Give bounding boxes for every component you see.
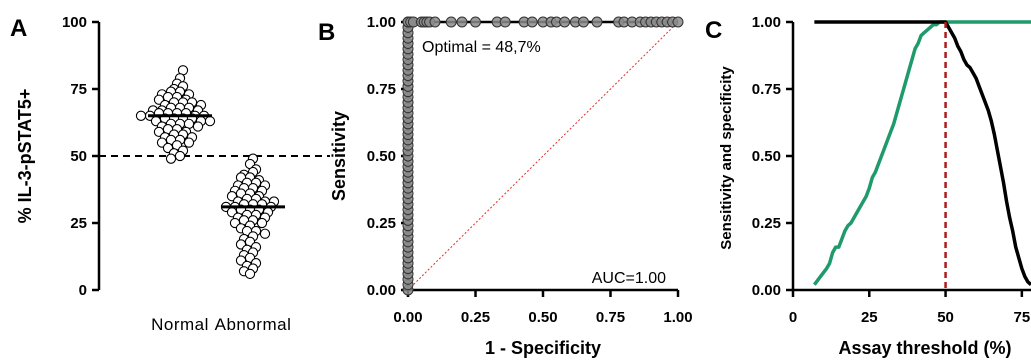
y-tick-label: 0.50 [752, 148, 781, 165]
y-tick-label: 0.25 [752, 215, 781, 232]
data-point [204, 116, 216, 127]
y-tick-label: 50 [70, 148, 87, 165]
y-axis-title: Sensitivity [329, 111, 349, 201]
data-point [244, 268, 256, 280]
data-point [256, 217, 268, 229]
x-tick-label: 0.25 [461, 309, 490, 326]
roc-point [499, 16, 511, 28]
roc-point [429, 16, 441, 28]
panel-letter-a: A [10, 15, 27, 42]
x-tick-label: 50 [937, 309, 954, 326]
panel-c: C 0.00 0.25 0.50 0.75 1.00 0 25 50 75 Sensitivity … [705, 14, 1031, 358]
category-label: Abnormal [215, 315, 292, 334]
y-tick-label: 0.50 [367, 148, 396, 165]
y-tick-label: 0 [79, 282, 87, 299]
y-tick-label: 100 [62, 14, 87, 31]
data-point [165, 153, 177, 164]
reference-diagonal [407, 21, 679, 291]
y-tick-label: 25 [70, 215, 87, 232]
roc-point [526, 16, 538, 28]
y-axis-title: Sensitivity and specificity [718, 66, 735, 250]
roc-point [672, 16, 684, 28]
data-point [192, 121, 204, 132]
y-axis-title: % IL-3-pSTAT5+ [15, 89, 35, 224]
y-tick-label: 1.00 [367, 14, 396, 31]
roc-point [591, 16, 603, 28]
data-point [183, 137, 195, 148]
auc-annotation: AUC=1.00 [592, 270, 666, 287]
panel-a: A 0 25 50 75 100 % IL-3-pSTAT5+ Normal Abnormal [10, 14, 330, 334]
specificity-curve [814, 20, 1031, 286]
optimal-annotation: Optimal = 48,7% [422, 39, 541, 56]
data-point [135, 110, 147, 121]
x-axis-title: Assay threshold (%) [838, 338, 1011, 358]
x-tick-label: 25 [861, 309, 878, 326]
roc-point [456, 16, 468, 28]
data-point [174, 150, 186, 162]
roc-point [470, 16, 481, 28]
x-tick-label: 0.75 [596, 309, 625, 326]
y-tick-label: 0.00 [367, 282, 396, 299]
panel-b: B 0.00 0.25 0.50 0.75 1.00 0.00 0.25 0.50 0.75 1.0… [318, 14, 693, 358]
y-tick-label: 0.75 [752, 81, 781, 98]
x-tick-label: 1.00 [663, 309, 692, 326]
roc-point [559, 16, 571, 28]
x-tick-label: 0 [789, 309, 797, 326]
y-tick-label: 1.00 [752, 14, 781, 31]
x-axis-title: 1 - Specificity [485, 338, 601, 358]
panel-letter-c: C [705, 17, 722, 44]
y-tick-label: 0.00 [752, 282, 781, 299]
y-tick-label: 0.75 [367, 81, 396, 98]
x-tick-label: 0.50 [528, 309, 557, 326]
x-tick-label: 75 [1014, 309, 1031, 326]
x-tick-label: 0.00 [393, 309, 422, 326]
panel-letter-b: B [318, 19, 335, 46]
data-point [259, 228, 271, 239]
y-tick-label: 75 [70, 81, 87, 98]
category-label: Normal [151, 315, 209, 334]
roc-point [578, 16, 589, 28]
y-tick-label: 0.25 [367, 215, 396, 232]
roc-point [445, 16, 457, 28]
